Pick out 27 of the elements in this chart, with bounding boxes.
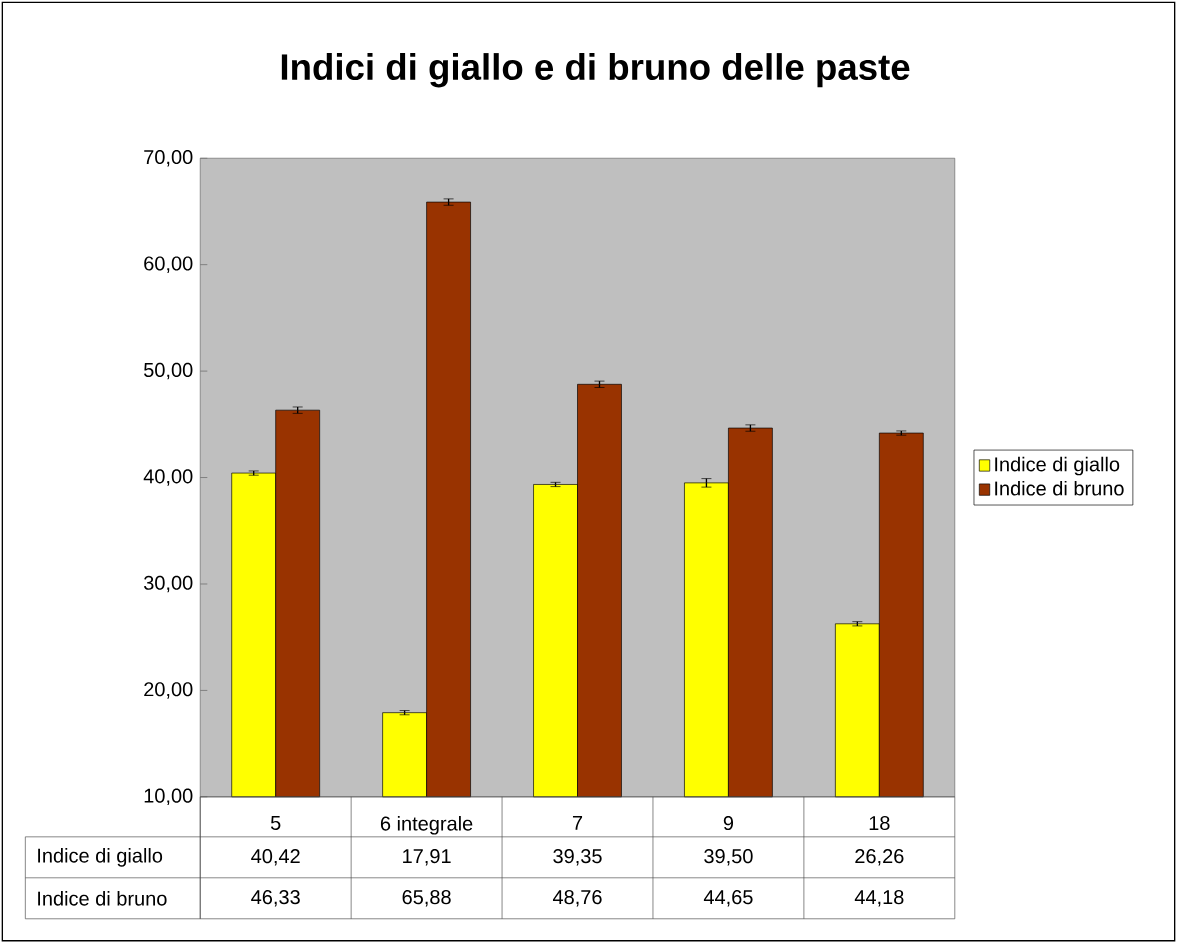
x-tick-label: 6 integrale — [380, 815, 473, 835]
y-tick-label: 30,00 — [143, 575, 193, 593]
x-tick-label: 9 — [723, 815, 734, 831]
y-tick-label: 50,00 — [144, 362, 193, 380]
y-tick-label: 60,00 — [144, 256, 193, 273]
x-tick-label: 7 — [572, 815, 583, 830]
data-label: 40,42 — [251, 849, 300, 866]
data-label: 17,91 — [403, 849, 451, 866]
data-label: 26,26 — [855, 849, 904, 866]
y-tick-label: 10,00 — [144, 788, 193, 806]
text: Indice di giallo — [38, 847, 163, 867]
data-label: 48,76 — [552, 890, 602, 907]
text: Indice di bruno — [38, 890, 167, 906]
y-tick-label: 20,00 — [144, 682, 193, 699]
data-label: 44,65 — [703, 890, 753, 907]
y-tick-label: 70,00 — [144, 149, 193, 167]
chart-title: Indici di giallo e di bruno delle paste — [281, 53, 910, 88]
data-label: 39,50 — [704, 849, 753, 866]
y-tick-label: 40,00 — [143, 469, 193, 486]
legend-label: Indice di giallo — [995, 456, 1120, 476]
x-tick-label: 18 — [869, 815, 890, 831]
data-label: 46,33 — [251, 890, 300, 907]
x-tick-label: 5 — [270, 815, 281, 830]
data-label: 44,18 — [854, 890, 904, 907]
data-label: 39,35 — [553, 849, 602, 866]
legend-label: Indice di bruno — [995, 480, 1124, 496]
data-label: 65,88 — [402, 890, 451, 907]
